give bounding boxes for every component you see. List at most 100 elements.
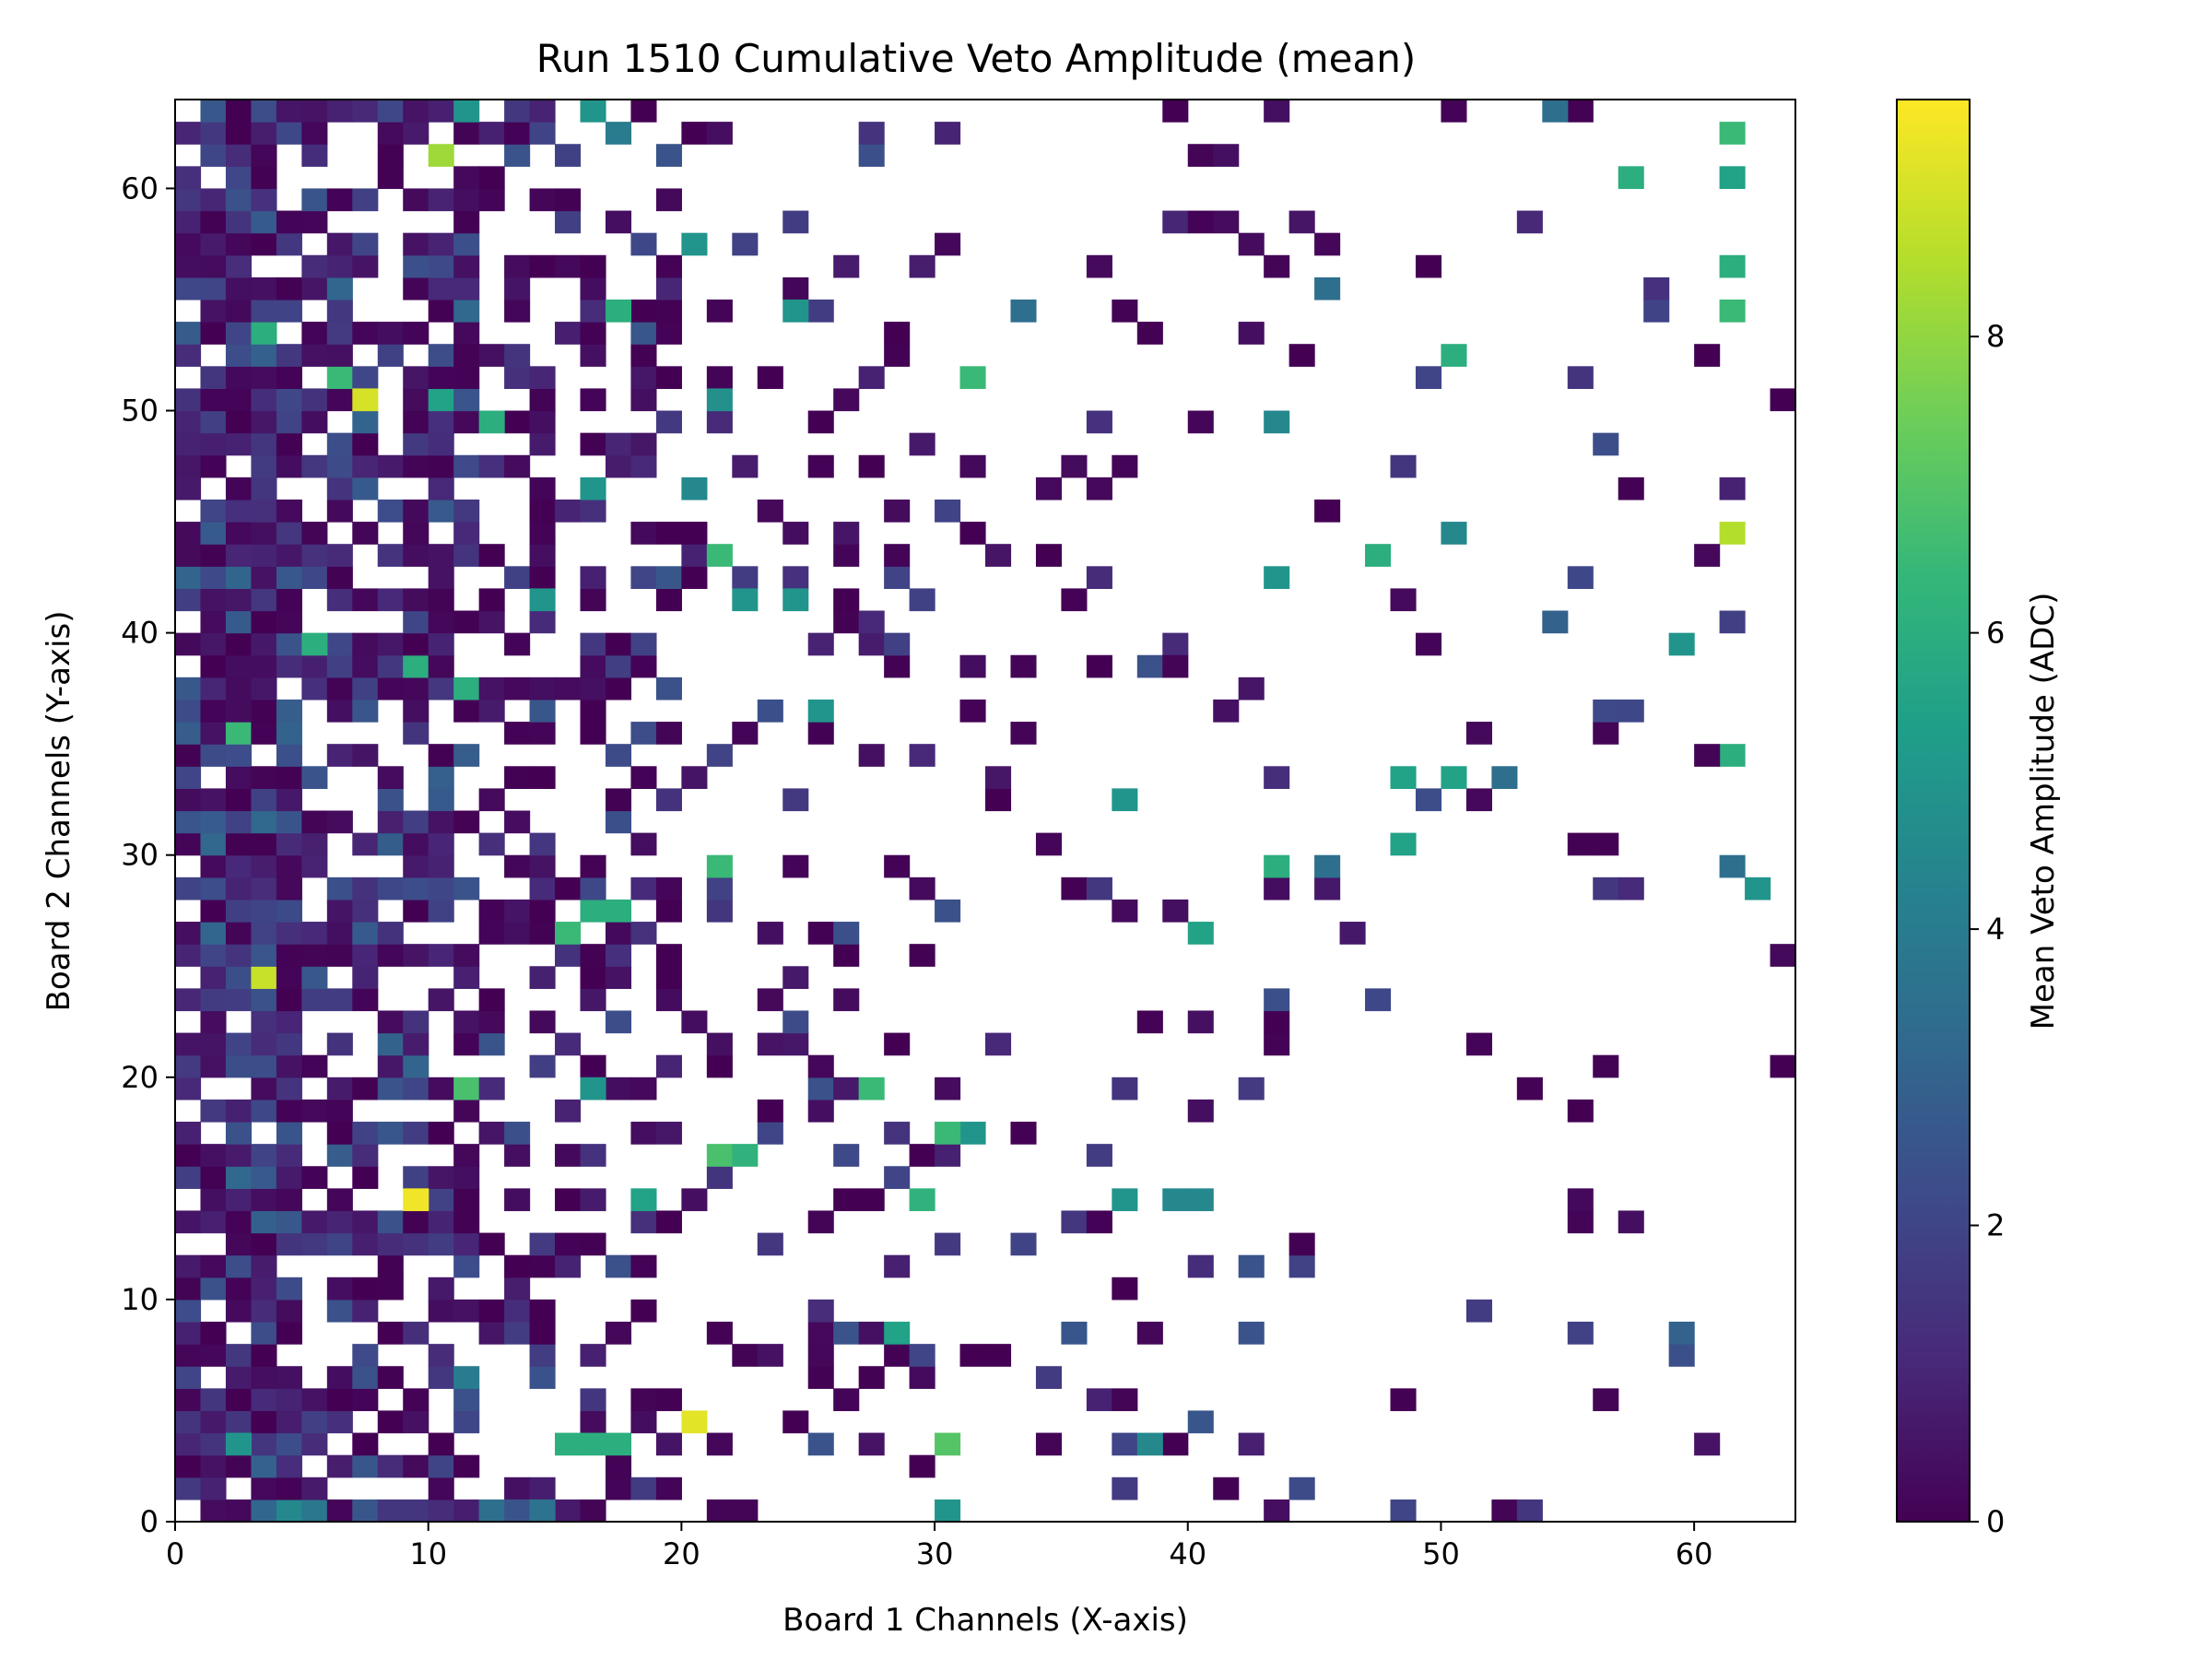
heatmap-cell xyxy=(301,144,328,167)
heatmap-cell xyxy=(529,1366,556,1389)
heatmap-cell xyxy=(605,432,632,456)
heatmap-cell xyxy=(453,188,480,212)
heatmap-cell xyxy=(251,410,277,434)
heatmap-cell xyxy=(1086,654,1112,678)
heatmap-cell xyxy=(301,654,328,678)
heatmap-cell xyxy=(630,877,657,900)
heatmap-cell xyxy=(529,100,556,123)
heatmap-cell xyxy=(352,1232,379,1256)
heatmap-cell xyxy=(1162,100,1189,123)
heatmap-cell xyxy=(807,1210,834,1234)
heatmap-cell xyxy=(1061,588,1088,612)
heatmap-cell xyxy=(580,1054,606,1078)
heatmap-cell xyxy=(352,1077,379,1100)
heatmap-cell xyxy=(326,1277,353,1300)
heatmap-cell xyxy=(681,1010,708,1034)
heatmap-cell xyxy=(630,1388,657,1412)
heatmap-cell xyxy=(580,654,606,678)
heatmap-cell xyxy=(1112,899,1138,923)
heatmap-cell xyxy=(276,1210,302,1234)
heatmap-cell xyxy=(732,1344,759,1367)
heatmap-cell xyxy=(580,344,606,367)
heatmap-cell xyxy=(909,432,935,456)
heatmap-cell xyxy=(529,1499,556,1523)
heatmap-cell xyxy=(1719,610,1746,634)
heatmap-cell xyxy=(175,522,202,545)
heatmap-cell xyxy=(858,1077,885,1100)
heatmap-cell xyxy=(935,1432,961,1456)
heatmap-cell xyxy=(782,588,809,612)
heatmap-cell xyxy=(352,966,379,989)
heatmap-cell xyxy=(959,1344,986,1367)
heatmap-cell xyxy=(428,944,454,967)
heatmap-cell xyxy=(453,299,480,323)
heatmap-cell xyxy=(1516,1499,1543,1523)
heatmap-cell xyxy=(377,677,404,700)
heatmap-cell xyxy=(807,1344,834,1367)
heatmap-cell xyxy=(833,1077,860,1100)
heatmap-cell xyxy=(251,522,277,545)
heatmap-cell xyxy=(1136,1432,1163,1456)
heatmap-cell xyxy=(1187,922,1214,945)
heatmap-cell xyxy=(655,366,682,390)
y-tick-label: 20 xyxy=(121,1060,159,1095)
heatmap-cell xyxy=(428,1277,454,1300)
heatmap-cell xyxy=(706,899,733,923)
heatmap-cell xyxy=(605,677,632,700)
heatmap-cell xyxy=(276,1122,302,1145)
heatmap-cell xyxy=(1567,1188,1594,1212)
heatmap-cell xyxy=(605,1322,632,1345)
heatmap-cell xyxy=(605,1010,632,1034)
heatmap-cell xyxy=(504,410,531,434)
heatmap-cell xyxy=(580,322,606,345)
heatmap-cell xyxy=(428,188,454,212)
heatmap-cell xyxy=(478,188,505,212)
x-tick-label: 20 xyxy=(663,1536,700,1571)
heatmap-cell xyxy=(326,100,353,123)
heatmap-cell xyxy=(352,1277,379,1300)
heatmap-cell xyxy=(175,477,202,500)
heatmap-cell xyxy=(1238,1254,1265,1278)
heatmap-cell xyxy=(326,544,353,567)
heatmap-cell xyxy=(935,1144,961,1167)
heatmap-cell xyxy=(884,632,911,656)
heatmap-cell xyxy=(200,1254,227,1278)
heatmap-cell xyxy=(478,166,505,190)
heatmap-cell xyxy=(858,1322,885,1345)
heatmap-cell xyxy=(326,499,353,523)
heatmap-cell xyxy=(326,899,353,923)
heatmap-cell xyxy=(175,1410,202,1434)
heatmap-cell xyxy=(555,677,582,700)
heatmap-cell xyxy=(403,1388,429,1412)
heatmap-cell xyxy=(276,1054,302,1078)
y-tick-label: 30 xyxy=(121,838,159,873)
colorbar-tick-label: 4 xyxy=(1986,912,2005,947)
heatmap-cell xyxy=(377,100,404,123)
heatmap-cell xyxy=(757,922,783,945)
heatmap-cell xyxy=(782,966,809,989)
heatmap-cell xyxy=(276,899,302,923)
heatmap-cell xyxy=(782,276,809,300)
heatmap-cell xyxy=(1491,766,1518,789)
heatmap-cell xyxy=(580,432,606,456)
heatmap-cell xyxy=(1187,1410,1214,1434)
heatmap-cell xyxy=(175,254,202,278)
colorbar xyxy=(1896,99,1971,1523)
heatmap-cell xyxy=(1694,544,1721,567)
heatmap-cell xyxy=(276,544,302,567)
heatmap-cell xyxy=(858,1432,885,1456)
heatmap-cell xyxy=(175,544,202,567)
heatmap-cell xyxy=(1086,477,1112,500)
heatmap-cell xyxy=(403,654,429,678)
heatmap-cell xyxy=(833,922,860,945)
heatmap-cell xyxy=(909,944,935,967)
heatmap-cell xyxy=(706,122,733,145)
heatmap-cell xyxy=(833,388,860,412)
heatmap-cell xyxy=(175,766,202,789)
heatmap-cell xyxy=(225,232,253,256)
heatmap-cell xyxy=(225,832,253,856)
heatmap-cell xyxy=(175,588,202,612)
heatmap-cell xyxy=(1112,1477,1138,1500)
heatmap-cell xyxy=(225,988,253,1012)
heatmap-cell xyxy=(580,1344,606,1367)
